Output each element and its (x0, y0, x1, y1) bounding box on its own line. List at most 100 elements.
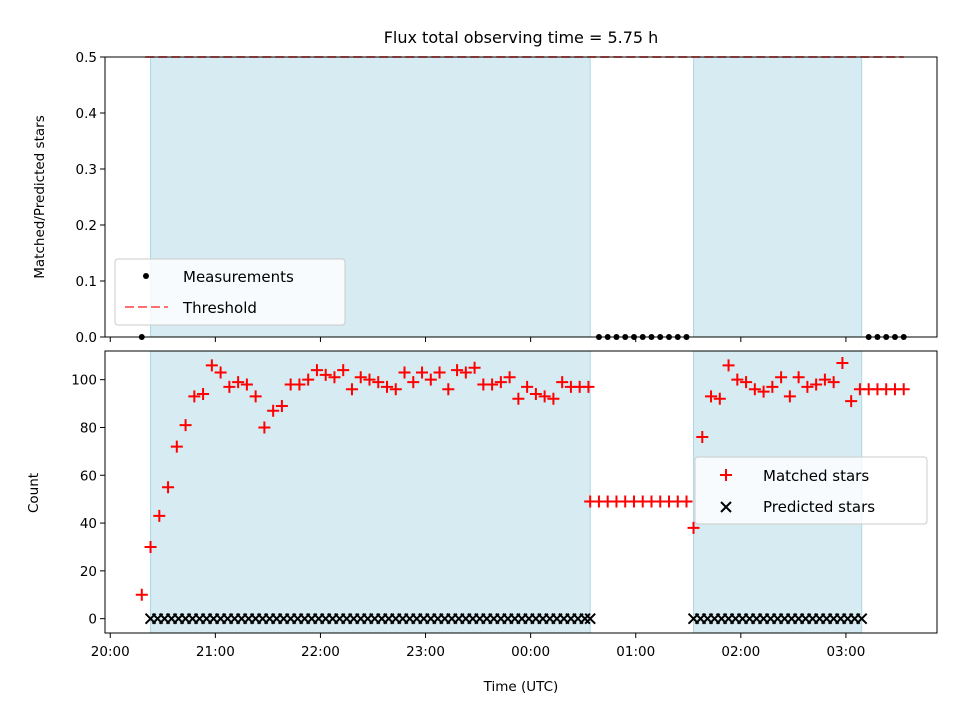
matched-star-point (319, 368, 332, 381)
matched-star-point (538, 390, 551, 403)
legend-matched-label: Matched stars (763, 467, 869, 485)
top-legend-box (114, 258, 346, 326)
legend-predicted-marker (720, 501, 732, 513)
matched-star-point (529, 388, 542, 401)
matched-star-point (696, 431, 709, 444)
matched-star-point (275, 399, 288, 412)
matched-star-point (792, 371, 805, 384)
matched-star-point (179, 419, 192, 432)
x-tick-label: 00:00 (511, 644, 550, 660)
matched-star-point (433, 366, 446, 379)
legend-predicted-label: Predicted stars (763, 498, 875, 516)
matched-star-point (310, 364, 323, 377)
matched-star-point (757, 385, 770, 398)
x-tick-label: 23:00 (406, 644, 445, 660)
matched-star-point (818, 373, 831, 386)
matched-star-point (783, 390, 796, 403)
matched-star-point (775, 371, 788, 384)
matched-star-point (214, 366, 227, 379)
matched-star-point (240, 378, 253, 391)
chart-title: Flux total observing time = 5.75 h (384, 28, 659, 47)
legend-measurements-label: Measurements (183, 268, 294, 286)
matched-star-point (407, 376, 420, 389)
top-y-tick-label: 0.5 (76, 50, 97, 66)
matched-star-point (547, 392, 560, 405)
matched-star-point (354, 371, 367, 384)
predicted-star-point (855, 612, 868, 625)
bottom-y-axis-label: Count (26, 473, 42, 513)
shaded-interval (693, 56, 863, 338)
matched-star-point (731, 373, 744, 386)
top-y-tick-label: 0.3 (76, 162, 97, 178)
x-axis-label: Time (UTC) (483, 679, 559, 695)
matched-star-point (897, 383, 910, 396)
matched-star-point (144, 540, 157, 553)
matched-star-point (363, 373, 376, 386)
bottom-y-tick-label: 20 (80, 564, 97, 580)
top-y-axis-label: Matched/Predicted stars (32, 115, 48, 278)
matched-star-point (267, 404, 280, 417)
x-tick-label: 01:00 (616, 644, 655, 660)
matched-star-point (468, 361, 481, 374)
matched-star-point (486, 378, 499, 391)
legend-matched-marker (720, 469, 732, 481)
top-plot-frame (104, 56, 938, 338)
matched-star-point (680, 495, 693, 508)
matched-star-point (801, 380, 814, 393)
matched-star-point (521, 380, 534, 393)
matched-star-point (249, 390, 262, 403)
matched-star-point (459, 366, 472, 379)
bottom-legend-box (694, 456, 928, 525)
matched-star-point (205, 359, 218, 372)
top-panel: Matched/Predicted stars 0.0 0.1 0.2 0.3 0.4 0… (32, 50, 938, 346)
matched-star-point (223, 380, 236, 393)
matched-star-point (135, 588, 148, 601)
bottom-y-tick-label: 40 (80, 516, 97, 532)
bottom-y-tick-label: 100 (71, 373, 97, 389)
matched-star-point (372, 376, 385, 389)
matched-star-point (162, 481, 175, 494)
x-tick-label: 03:00 (826, 644, 865, 660)
matched-star-point (740, 376, 753, 389)
matched-star-point (687, 521, 700, 534)
bottom-y-tick-label: 0 (88, 612, 97, 628)
matched-star-point (705, 390, 718, 403)
shaded-interval (150, 350, 591, 634)
top-y-tick-label: 0.4 (76, 106, 97, 122)
top-y-tick-label: 0.2 (76, 218, 97, 234)
matched-star-point (827, 376, 840, 389)
matched-star-point (337, 364, 350, 377)
x-tick-label: 22:00 (301, 644, 340, 660)
matched-star-point (232, 376, 245, 389)
matched-star-point (258, 421, 271, 434)
matched-star-point (810, 378, 823, 391)
matched-star-point (416, 366, 429, 379)
predicted-star-point (584, 612, 596, 625)
matched-star-point (512, 392, 525, 405)
bottom-plot-frame (104, 350, 938, 634)
bottom-y-tick-label: 60 (80, 468, 97, 484)
matched-star-point (328, 371, 341, 384)
matched-star-point (713, 392, 726, 405)
matched-star-point (845, 395, 858, 408)
matched-star-point (836, 356, 849, 369)
matched-star-point (170, 440, 183, 453)
bottom-y-tick-label: 80 (80, 420, 97, 436)
x-tick-label: 21:00 (196, 644, 235, 660)
matched-star-point (503, 371, 516, 384)
matched-star-point (748, 383, 761, 396)
matched-star-point (398, 366, 411, 379)
top-y-tick-label: 0.1 (76, 274, 97, 290)
x-tick-label: 20:00 (91, 644, 130, 660)
matched-star-point (556, 376, 569, 389)
matched-star-point (302, 373, 315, 386)
matched-star-point (197, 388, 210, 401)
matched-star-point (494, 376, 507, 389)
matched-star-point (451, 364, 464, 377)
bottom-panel: Count Time (UTC) 0 20 40 60 80 100 20:00 21:00 2… (26, 350, 938, 695)
matched-star-point (722, 359, 735, 372)
legend-threshold-label: Threshold (182, 299, 257, 317)
matched-star-point (153, 509, 166, 522)
legend-measurement-marker (143, 273, 149, 279)
